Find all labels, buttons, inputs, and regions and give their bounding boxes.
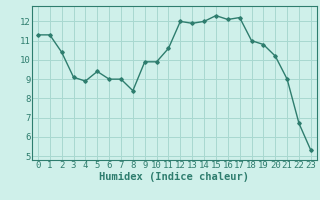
X-axis label: Humidex (Indice chaleur): Humidex (Indice chaleur) <box>100 172 249 182</box>
